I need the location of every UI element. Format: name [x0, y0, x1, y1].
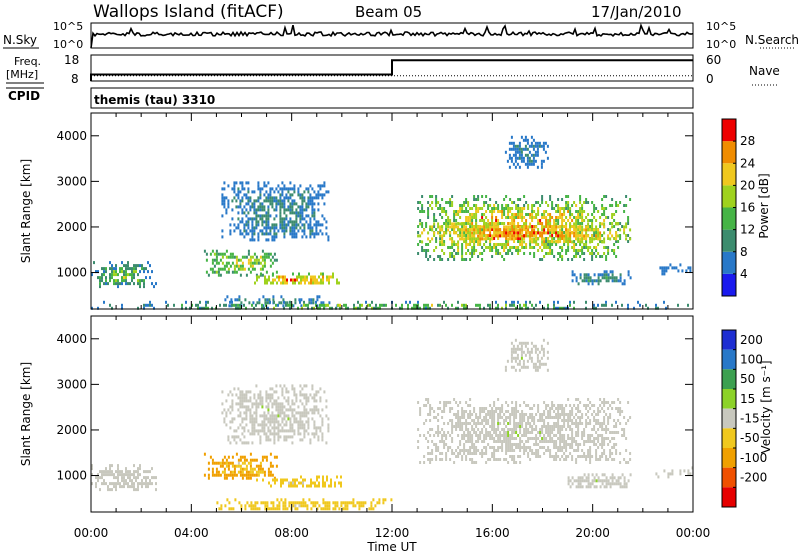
sky-left-label: N.Sky: [3, 33, 37, 47]
power-colorbar-tick-label: 20: [740, 178, 755, 192]
power-colorbar-swatch: [722, 141, 736, 164]
power-x-ticks: [90, 113, 694, 309]
y-tick-label: 3000: [56, 377, 87, 391]
y-tick-label: 4000: [56, 332, 87, 346]
power-colorbar: 4 8 12 16 20 24 28: [721, 118, 755, 297]
x-tick-labels: 00:00 04:00 08:00 12:00 16:00 20:00 00:00: [74, 526, 711, 540]
power-ylabel: Slant Range [km]: [19, 159, 33, 263]
power-colorbar-swatch: [722, 119, 736, 142]
velocity-colorbar: 200 100 50 15 -15 -50 -100 -200: [721, 329, 767, 508]
velocity-colorbar-swatch: [722, 408, 736, 429]
power-y-ticks: 1000 2000 3000 4000: [56, 129, 693, 280]
power-colorbar-tick-label: 28: [740, 134, 755, 148]
cpid-panel-frame: [90, 87, 694, 109]
velocity-ylabel: Slant Range [km]: [19, 362, 33, 466]
velocity-colorbar-swatch: [722, 349, 736, 370]
search-right-label: N.Search: [745, 33, 799, 47]
power-colorbar-tick-label: 16: [740, 201, 755, 215]
velocity-colorbar-tick-label: 50: [740, 372, 755, 386]
velocity-colorbar-swatch: [722, 428, 736, 448]
velocity-colorbar-tick-label: 15: [740, 392, 755, 406]
power-colorbar-tick-label: 8: [740, 245, 748, 259]
freq-panel-frame: [90, 54, 694, 82]
velocity-colorbar-swatch: [722, 389, 736, 409]
power-colorbar-swatch: [722, 273, 736, 296]
velocity-colorbar-tick-label: 200: [740, 333, 763, 347]
date-title: 17/Jan/2010: [591, 3, 682, 21]
power-heatmap-cells: [91, 135, 692, 310]
power-colorbar-swatch: [722, 185, 736, 208]
freq-tick-top: 18: [64, 53, 79, 67]
power-colorbar-tick-label: 12: [740, 223, 755, 237]
velocity-colorbar-tick-label: 100: [740, 353, 763, 367]
power-colorbar-tick-label: 4: [740, 267, 748, 281]
freq-tick-bottom: 8: [71, 72, 79, 86]
freq-label-line1: Freq.: [14, 55, 41, 68]
cpid-label: CPID: [8, 89, 40, 103]
velocity-heatmap-cells: [91, 338, 694, 511]
x-tick-label: 20:00: [575, 526, 610, 540]
nave-label: Nave: [749, 64, 780, 78]
sky-panel-frame: [90, 22, 694, 49]
power-colorbar-swatch: [722, 229, 736, 252]
velocity-y-ticks: 1000 2000 3000 4000: [56, 332, 693, 483]
sky-tick-top: 10^5: [53, 20, 83, 33]
y-tick-label: 1000: [56, 469, 87, 483]
velocity-colorbar-swatch: [722, 487, 736, 507]
x-tick-label: 12:00: [375, 526, 410, 540]
velocity-colorbar-tick-label: -100: [740, 451, 767, 465]
power-colorbar-title: Power [dB]: [757, 173, 771, 238]
y-tick-label: 2000: [56, 220, 87, 234]
y-tick-label: 1000: [56, 266, 87, 280]
velocity-x-ticks: [90, 316, 694, 512]
x-tick-label: 16:00: [475, 526, 510, 540]
velocity-colorbar-frame: [721, 329, 737, 508]
x-tick-label: 00:00: [74, 526, 109, 540]
power-colorbar-swatch: [722, 207, 736, 230]
station-title: Wallops Island (fitACF): [93, 2, 284, 22]
y-tick-label: 4000: [56, 129, 87, 143]
frequency-line: [90, 59, 693, 81]
power-panel-frame: [90, 112, 694, 310]
velocity-colorbar-swatch: [722, 448, 736, 468]
x-tick-label: 04:00: [174, 526, 209, 540]
sky-right-tick-bottom: 10^0: [706, 38, 736, 51]
nave-tick-top: 60: [706, 53, 721, 67]
x-axis-title: Time UT: [366, 540, 417, 554]
sky-tick-bottom: 10^0: [53, 38, 83, 51]
power-colorbar-swatch: [722, 163, 736, 186]
sky-count-line: [90, 23, 694, 49]
power-colorbar-tick-label: 24: [740, 156, 755, 170]
y-tick-label: 3000: [56, 174, 87, 188]
velocity-colorbar-title: Velocity [m s⁻¹]: [759, 360, 773, 453]
sky-right-tick-top: 10^5: [706, 20, 736, 33]
x-tick-label: 00:00: [676, 526, 711, 540]
x-tick-label: 08:00: [274, 526, 309, 540]
power-colorbar-swatch: [722, 251, 736, 274]
velocity-colorbar-tick-label: -200: [740, 471, 767, 485]
velocity-colorbar-tick-label: -15: [740, 412, 760, 426]
freq-label-line2: [MHz]: [6, 68, 38, 81]
velocity-colorbar-tick-label: -50: [740, 431, 760, 445]
nave-tick-bottom: 0: [706, 72, 714, 86]
velocity-colorbar-swatch: [722, 369, 736, 389]
y-tick-label: 2000: [56, 423, 87, 437]
velocity-colorbar-swatch: [722, 467, 736, 488]
velocity-colorbar-swatch: [722, 330, 736, 350]
beam-title: Beam 05: [355, 3, 422, 21]
cpid-program: themis (tau) 3310: [94, 93, 215, 107]
